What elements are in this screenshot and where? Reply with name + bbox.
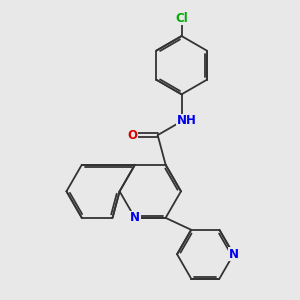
Text: O: O: [128, 129, 137, 142]
Text: N: N: [130, 212, 140, 224]
Text: NH: NH: [177, 114, 197, 127]
Text: Cl: Cl: [175, 12, 188, 25]
Text: N: N: [229, 248, 238, 261]
